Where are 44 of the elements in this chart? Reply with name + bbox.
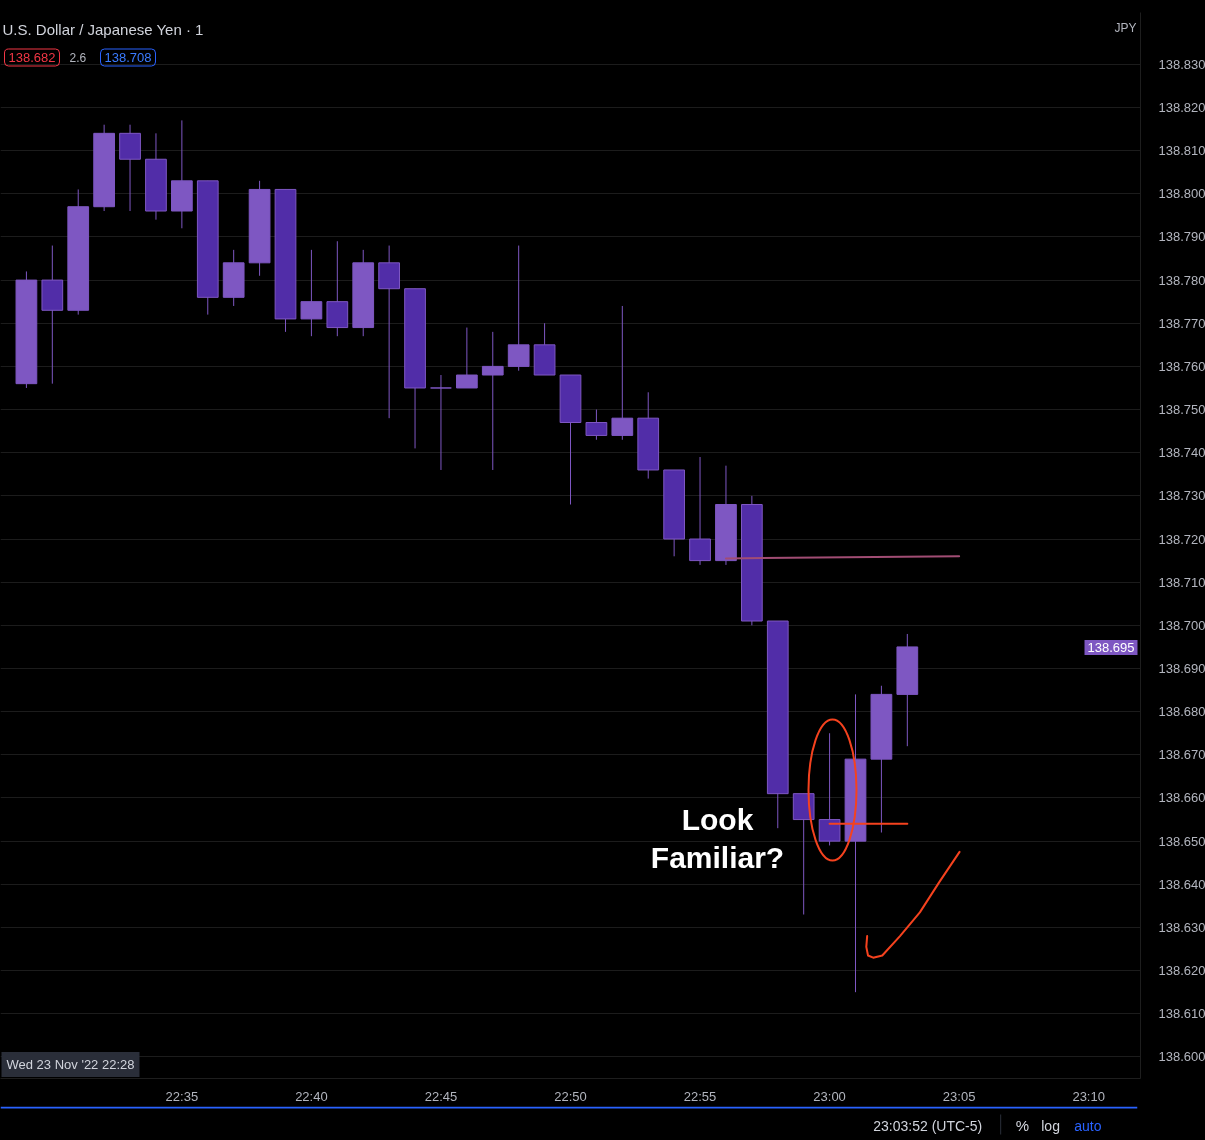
text: U.S. Dollar / Japanese Yen · 1 (2, 21, 204, 38)
x-tick-label: 22:35 (165, 1088, 199, 1104)
y-tick-label: 138.640 (1158, 876, 1205, 892)
x-tick-label: 22:55 (683, 1088, 717, 1104)
text: % (1015, 1117, 1030, 1134)
annotation: 2.6 (69, 51, 87, 65)
annotation: 138.695 (1087, 640, 1135, 655)
y-tick-label: 138.600 (1158, 1049, 1205, 1065)
y-tick-label: 138.740 (1158, 445, 1205, 461)
x-tick-label: 22:45 (424, 1088, 458, 1104)
text: auto (1074, 1117, 1102, 1134)
x-tick-label: 23:00 (813, 1088, 846, 1104)
x-tick-label: 23:05 (942, 1088, 976, 1104)
y-tick-label: 138.700 (1158, 617, 1205, 633)
y-tick-label: 138.760 (1158, 358, 1205, 374)
y-tick-label: 138.780 (1158, 272, 1205, 288)
y-tick-label: 138.800 (1158, 186, 1205, 202)
annotation: Look Familiar? (650, 803, 785, 874)
annotation: 138.682 (8, 50, 56, 65)
y-tick-label: 138.770 (1158, 315, 1205, 331)
y-tick-label: 138.830 (1158, 56, 1205, 72)
y-tick-label: 138.650 (1158, 833, 1205, 849)
y-tick-label: 138.790 (1158, 229, 1205, 245)
annotation: Wed 23 Nov '22 22:28 (6, 1057, 135, 1072)
y-axis-title: JPY (1114, 20, 1137, 35)
y-tick-label: 138.610 (1158, 1006, 1205, 1022)
x-tick-label: 22:50 (554, 1088, 587, 1104)
y-tick-label: 138.680 (1158, 704, 1205, 720)
x-tick-label: 22:40 (295, 1088, 328, 1104)
text: log (1041, 1117, 1060, 1134)
y-tick-label: 138.620 (1158, 963, 1205, 979)
text: 23:03:52 (UTC-5) (873, 1117, 983, 1134)
y-tick-label: 138.670 (1158, 747, 1205, 763)
y-tick-label: 138.630 (1158, 919, 1205, 935)
y-tick-label: 138.810 (1158, 143, 1205, 159)
y-tick-label: 138.750 (1158, 402, 1205, 418)
y-tick-label: 138.660 (1158, 790, 1205, 806)
annotation: 138.708 (104, 50, 152, 65)
y-tick-label: 138.690 (1158, 661, 1205, 676)
y-tick-label: 138.730 (1158, 488, 1205, 504)
y-tick-label: 138.710 (1158, 574, 1205, 590)
x-tick-label: 23:10 (1072, 1088, 1105, 1104)
y-tick-label: 138.720 (1158, 531, 1205, 547)
y-tick-label: 138.820 (1158, 99, 1205, 115)
